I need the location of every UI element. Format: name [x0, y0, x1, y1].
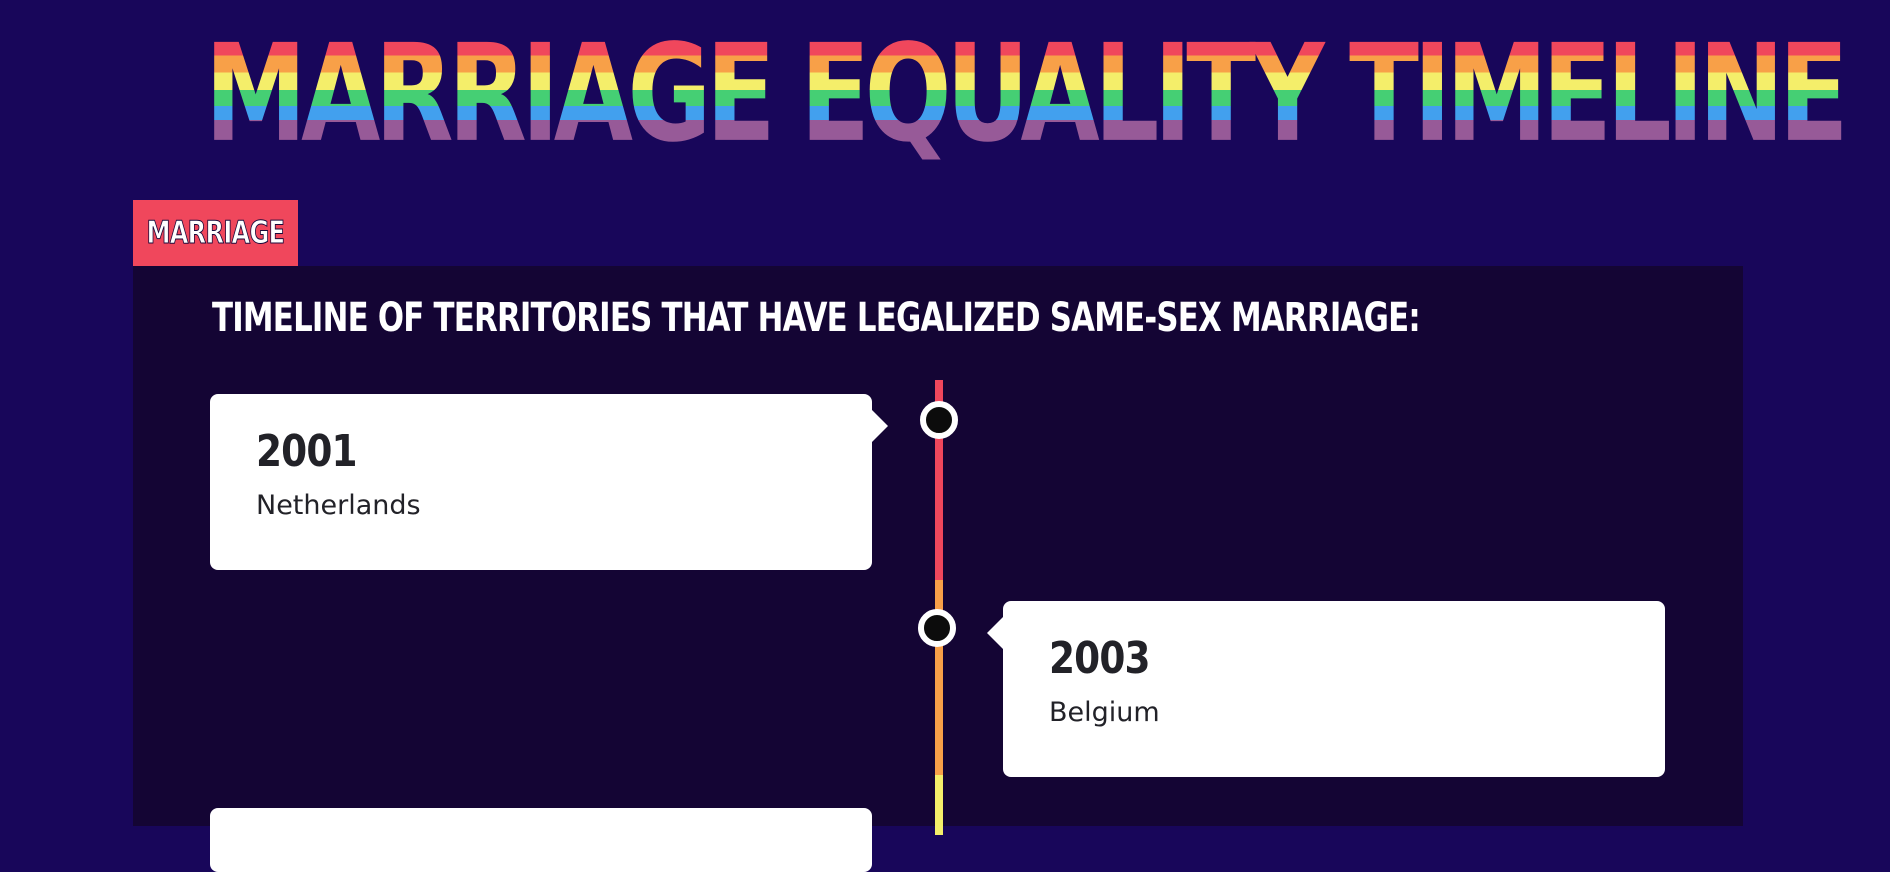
timeline-year: 2001: [256, 426, 358, 477]
section-tag-label: MARRIAGE: [146, 215, 285, 252]
page-title: MARRIAGE EQUALITY TIMELINE: [204, 16, 1849, 173]
timeline-line-segment: [935, 775, 943, 835]
timeline-card-belgium: 2003 Belgium: [987, 601, 1665, 777]
timeline-line-segment: [935, 380, 943, 580]
timeline-card-next: [210, 808, 872, 872]
timeline-year: 2003: [1049, 633, 1151, 684]
timeline-dot: [918, 609, 956, 647]
timeline-country: Belgium: [1049, 697, 1160, 728]
title-banner: MARRIAGE EQUALITY TIMELINE: [0, 16, 1890, 172]
timeline-dot: [920, 401, 958, 439]
timeline-country: Netherlands: [256, 490, 421, 521]
timeline-line-segment: [935, 580, 943, 775]
section-tag: MARRIAGE: [133, 200, 298, 266]
timeline-subtitle: TIMELINE OF TERRITORIES THAT HAVE LEGALI…: [212, 295, 1421, 341]
timeline-card-netherlands: 2001 Netherlands: [210, 394, 888, 570]
